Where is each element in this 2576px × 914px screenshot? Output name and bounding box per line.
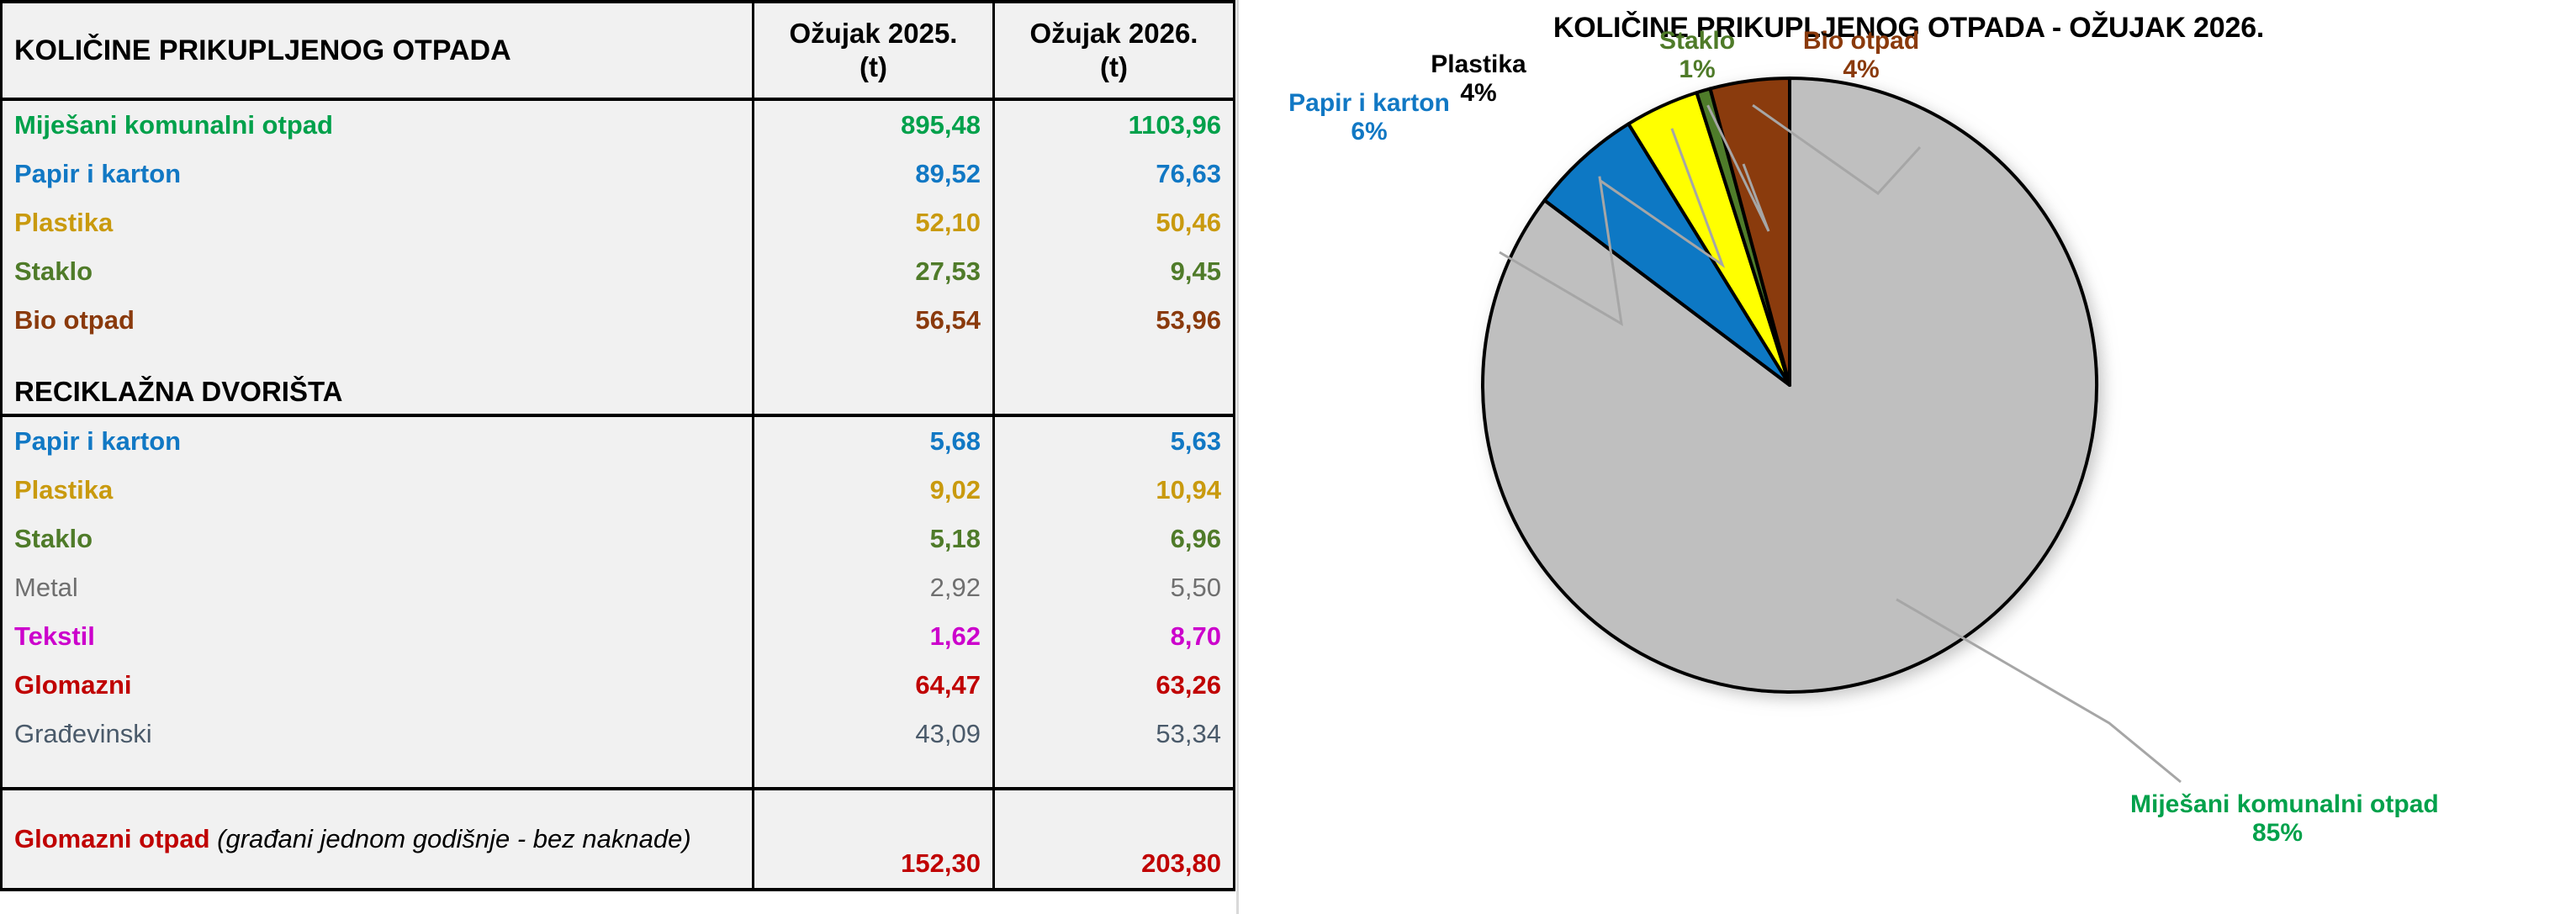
row-value-2026: 63,26	[992, 661, 1235, 710]
row-label: Papir i karton	[0, 415, 754, 466]
total-value-2026: 203,80	[992, 789, 1235, 891]
pie-label-papir-i-karton: Papir i karton 6%	[1247, 89, 1491, 145]
pie-label-bio-otpad: Bio otpad 4%	[1777, 27, 1945, 83]
total-label-bold: Glomazni otpad	[14, 823, 218, 853]
pie-chart-graphic	[1481, 77, 2182, 784]
total-value-2025: 152,30	[752, 789, 995, 891]
section-title-row: RECIKLAŽNA DVORIŠTA	[0, 370, 1235, 417]
row-value-2026: 10,94	[992, 466, 1235, 515]
row-value-2026: 9,45	[992, 247, 1235, 296]
row-value-2025: 9,02	[752, 466, 995, 515]
table-gap-row	[0, 345, 1235, 370]
pie-label-staklo-pct: 1%	[1679, 55, 1716, 83]
pie-label-staklo-name: Staklo	[1658, 27, 1736, 55]
row-value-2026: 8,70	[992, 612, 1235, 661]
row-label: Plastika	[0, 198, 754, 247]
pie-label-bio-otpad-pct: 4%	[1843, 55, 1880, 83]
row-value-2025: 64,47	[752, 661, 995, 710]
pie-chart-panel: KOLIČINE PRIKUPLJENOG OTPADA - OŽUJAK 20…	[1236, 0, 2576, 914]
table-row: Staklo 5,18 6,96	[0, 515, 1235, 563]
spacer-cell	[0, 758, 754, 790]
table-row: Bio otpad 56,54 53,96	[0, 296, 1235, 345]
row-label: Tekstil	[0, 612, 754, 661]
column-header-2025: Ožujak 2025. (t)	[752, 0, 995, 101]
section-title-spacer	[752, 370, 995, 417]
table-header-row: KOLIČINE PRIKUPLJENOG OTPADA Ožujak 2025.…	[0, 0, 1235, 101]
gap-cell	[992, 345, 1235, 370]
total-row: Glomazni otpad (građani jednom godišnje …	[0, 789, 1235, 891]
total-label-italic: (građani jednom godišnje - bez naknade)	[217, 823, 691, 853]
row-value-2025: 895,48	[752, 99, 995, 150]
row-value-2025: 43,09	[752, 710, 995, 758]
row-value-2026: 1103,96	[992, 99, 1235, 150]
pie-label-plastika-name: Plastika	[1431, 50, 1526, 78]
pie-slice-papir-i-karton[interactable]	[1542, 122, 1791, 387]
table-row: Papir i karton 89,52 76,63	[0, 150, 1235, 198]
table-row: Metal 2,92 5,50	[0, 563, 1235, 612]
row-value-2025: 27,53	[752, 247, 995, 296]
row-value-2026: 53,34	[992, 710, 1235, 758]
table-row: Tekstil 1,62 8,70	[0, 612, 1235, 661]
pie-label-bio-otpad-name: Bio otpad	[1802, 27, 1920, 55]
row-value-2025: 5,18	[752, 515, 995, 563]
row-value-2025: 56,54	[752, 296, 995, 345]
table-row: Miješani komunalni otpad 895,48 1103,96	[0, 99, 1235, 150]
row-label: Metal	[0, 563, 754, 612]
table-row: Staklo 27,53 9,45	[0, 247, 1235, 296]
table-row: Glomazni 64,47 63,26	[0, 661, 1235, 710]
waste-quantities-table: KOLIČINE PRIKUPLJENOG OTPADA Ožujak 2025.…	[0, 0, 1235, 891]
spacer-cell	[752, 758, 995, 790]
row-value-2026: 76,63	[992, 150, 1235, 198]
pie-label-staklo: Staklo 1%	[1630, 27, 1764, 83]
row-value-2025: 5,68	[752, 415, 995, 466]
row-value-2026: 6,96	[992, 515, 1235, 563]
section-title-spacer	[992, 370, 1235, 417]
pie-label-mjesani-komunalni-otpad: Miješani komunalni otpad 85%	[2130, 790, 2439, 847]
total-row-label: Glomazni otpad (građani jednom godišnje …	[0, 789, 754, 891]
leader-line	[1896, 598, 2182, 784]
leader-line	[1600, 128, 1726, 268]
row-label: Papir i karton	[0, 150, 754, 198]
table-row: Plastika 52,10 50,46	[0, 198, 1235, 247]
row-label: Građevinski	[0, 710, 754, 758]
table-title-cell: KOLIČINE PRIKUPLJENOG OTPADA	[0, 0, 754, 101]
leader-line	[1752, 103, 1922, 195]
row-value-2025: 1,62	[752, 612, 995, 661]
pie-label-plastika: Plastika 4%	[1394, 50, 1563, 107]
column-header-2026: Ožujak 2026. (t)	[992, 0, 1235, 101]
chart-title: KOLIČINE PRIKUPLJENOG OTPADA - OŽUJAK 20…	[1552, 12, 2265, 44]
row-value-2025: 52,10	[752, 198, 995, 247]
gap-cell	[752, 345, 995, 370]
table-row: Plastika 9,02 10,94	[0, 466, 1235, 515]
table-row: Građevinski 43,09 53,34	[0, 710, 1235, 758]
row-label: Bio otpad	[0, 296, 754, 345]
row-label: Glomazni	[0, 661, 754, 710]
section-title-cell: RECIKLAŽNA DVORIŠTA	[0, 370, 754, 417]
pie-label-mjesani-pct: 85%	[2251, 818, 2304, 847]
row-label: Miješani komunalni otpad	[0, 99, 754, 150]
pie-label-papir-i-karton-name: Papir i karton	[1288, 89, 1450, 117]
pie-label-plastika-pct: 4%	[1460, 78, 1497, 107]
gap-cell	[0, 345, 754, 370]
waste-quantities-table-panel: KOLIČINE PRIKUPLJENOG OTPADA Ožujak 2025.…	[0, 0, 1236, 914]
table-spacer-row	[0, 758, 1235, 790]
row-value-2026: 5,63	[992, 415, 1235, 466]
row-value-2026: 53,96	[992, 296, 1235, 345]
row-label: Plastika	[0, 466, 754, 515]
table-row: Papir i karton 5,68 5,63	[0, 415, 1235, 466]
pie-label-mjesani-name: Miješani komunalni otpad	[2130, 790, 2439, 818]
row-value-2026: 5,50	[992, 563, 1235, 612]
spacer-cell	[992, 758, 1235, 790]
row-value-2025: 2,92	[752, 563, 995, 612]
row-value-2025: 89,52	[752, 150, 995, 198]
leader-line	[1706, 104, 1770, 232]
pie-label-papir-i-karton-pct: 6%	[1351, 117, 1388, 145]
leader-line	[1499, 176, 1623, 326]
pie-slice-bio-otpad[interactable]	[1708, 77, 1791, 387]
row-value-2026: 50,46	[992, 198, 1235, 247]
row-label: Staklo	[0, 515, 754, 563]
row-label: Staklo	[0, 247, 754, 296]
